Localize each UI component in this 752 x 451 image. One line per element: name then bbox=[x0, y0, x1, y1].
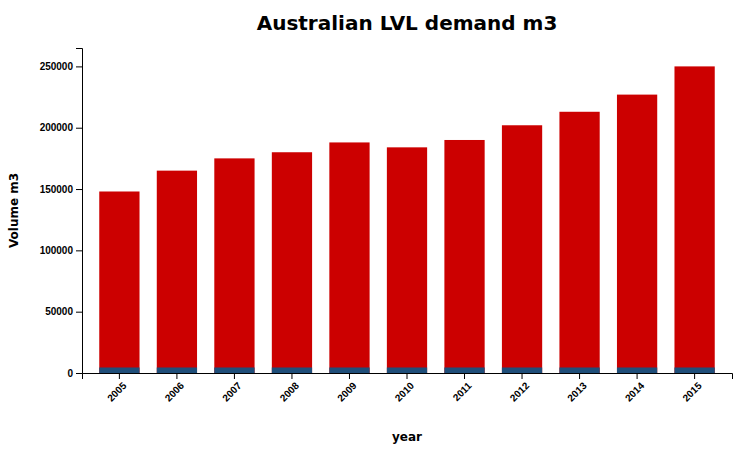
bar bbox=[329, 367, 369, 373]
tick-mark bbox=[522, 373, 523, 379]
tick: 0 bbox=[67, 368, 82, 379]
bar bbox=[214, 367, 254, 373]
y-axis: 0 50000 100000 150000 200000 250000 bbox=[40, 49, 83, 379]
tick: 2011 bbox=[451, 373, 474, 403]
tick: 2007 bbox=[220, 373, 244, 404]
bar bbox=[272, 367, 312, 373]
tick-label: 2012 bbox=[508, 380, 532, 404]
tick-label: 150000 bbox=[40, 184, 74, 195]
bar bbox=[272, 152, 312, 373]
bar bbox=[559, 112, 599, 373]
tick-mark bbox=[694, 373, 695, 379]
tick-label: 2005 bbox=[105, 380, 129, 404]
tick: 150000 bbox=[40, 184, 82, 195]
bar bbox=[157, 171, 197, 373]
tick-mark bbox=[76, 312, 82, 313]
tick: 2010 bbox=[393, 373, 417, 404]
tick: 250000 bbox=[40, 61, 82, 72]
tick: 100000 bbox=[40, 245, 82, 256]
tick-mark bbox=[234, 373, 235, 379]
tick-mark bbox=[637, 373, 638, 379]
tick-mark bbox=[176, 373, 177, 379]
bar bbox=[214, 158, 254, 373]
bar bbox=[387, 147, 427, 373]
tick-label: 200000 bbox=[40, 122, 74, 133]
tick-label: 2015 bbox=[680, 380, 704, 404]
tick: 2013 bbox=[565, 373, 589, 404]
tick: 2006 bbox=[163, 373, 187, 404]
bar bbox=[444, 367, 484, 373]
axis-line bbox=[83, 374, 733, 380]
plot: 0500001000001500002000002500002005200620… bbox=[40, 49, 733, 404]
bar bbox=[157, 367, 197, 373]
tick-mark bbox=[76, 250, 82, 251]
tick-mark bbox=[76, 373, 82, 374]
y-axis-title: Volume m3 bbox=[7, 173, 21, 248]
tick-label: 0 bbox=[67, 368, 73, 379]
tick-label: 2006 bbox=[163, 380, 187, 404]
tick: 2014 bbox=[623, 373, 647, 404]
bar bbox=[99, 191, 139, 373]
tick: 2005 bbox=[105, 373, 129, 404]
bar bbox=[617, 367, 657, 373]
tick-mark bbox=[76, 66, 82, 67]
tick-label: 2009 bbox=[335, 380, 359, 404]
tick-mark bbox=[291, 373, 292, 379]
bar bbox=[387, 367, 427, 373]
bar-series bbox=[99, 66, 714, 373]
bar bbox=[99, 367, 139, 373]
tick-label: 2013 bbox=[565, 380, 589, 404]
tick-mark bbox=[407, 373, 408, 379]
chart: 0500001000001500002000002500002005200620… bbox=[0, 0, 752, 451]
tick: 2015 bbox=[680, 373, 704, 404]
bar bbox=[502, 367, 542, 373]
x-axis: 2005 2006 2007 2008 2009 2010 2011 2012 2013 2014… bbox=[83, 373, 733, 404]
tick: 200000 bbox=[40, 122, 82, 133]
tick-mark bbox=[76, 128, 82, 129]
tick-label: 2007 bbox=[220, 380, 244, 404]
bar-series bbox=[99, 367, 714, 373]
axis-line bbox=[76, 49, 83, 374]
title: Australian LVL demand m3 bbox=[257, 11, 558, 35]
tick-mark bbox=[349, 373, 350, 379]
bar bbox=[329, 142, 369, 373]
tick-mark bbox=[464, 373, 465, 379]
tick-label: 50000 bbox=[45, 306, 73, 317]
tick: 2012 bbox=[508, 373, 532, 404]
tick-label: 2010 bbox=[393, 380, 417, 404]
tick: 50000 bbox=[45, 306, 82, 317]
bars bbox=[99, 66, 714, 373]
tick-label: 2011 bbox=[451, 380, 474, 403]
tick-mark bbox=[76, 189, 82, 190]
tick-mark bbox=[579, 373, 580, 379]
tick-mark bbox=[119, 373, 120, 379]
tick: 2008 bbox=[278, 373, 302, 404]
bar bbox=[617, 95, 657, 373]
bar bbox=[559, 367, 599, 373]
bar bbox=[444, 140, 484, 373]
tick: 2009 bbox=[335, 373, 359, 404]
tick-label: 250000 bbox=[40, 61, 74, 72]
tick-label: 2008 bbox=[278, 380, 302, 404]
tick-label: 100000 bbox=[40, 245, 74, 256]
bar bbox=[674, 367, 714, 373]
bar bbox=[502, 125, 542, 373]
bar bbox=[674, 66, 714, 373]
x-axis-title: year bbox=[392, 430, 422, 444]
tick-label: 2014 bbox=[623, 380, 647, 404]
